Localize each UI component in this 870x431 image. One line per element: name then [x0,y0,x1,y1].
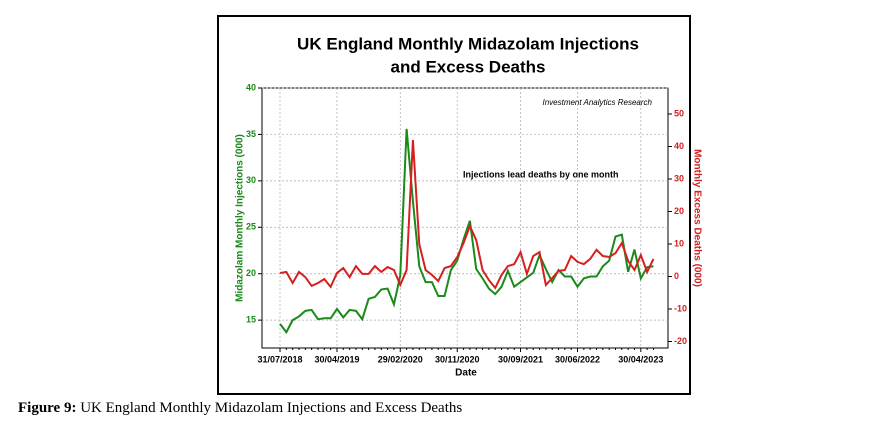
x-tick-label: 30/11/2020 [435,354,480,364]
y2-tick-label: 50 [674,108,684,118]
plot-area [261,87,669,349]
y-tick-label: 20 [246,268,256,278]
y-tick-label: 40 [246,82,256,92]
x-tick-label: 30/06/2022 [555,354,600,364]
y2-tick-label: 40 [674,141,684,151]
y2-tick-label: 30 [674,173,684,183]
y2-tick-label: 10 [674,238,684,248]
figure-caption: Figure 9: UK England Monthly Midazolam I… [18,400,462,417]
chart-title: UK England Monthly Midazolam Injections [297,34,639,53]
y-tick-label: 30 [246,175,256,185]
x-tick-label: 30/04/2023 [618,354,663,364]
caption-label: Figure 9: [18,400,77,416]
x-tick-label: 30/04/2019 [314,354,359,364]
y2-tick-label: 0 [674,271,679,281]
y2-tick-label: -10 [674,303,687,313]
x-tick-label: 30/09/2021 [498,354,543,364]
x-tick-label: 29/02/2020 [378,354,423,364]
series-line [279,128,654,335]
series-line [279,139,655,290]
y2-axis-label: Monthly Excess Deaths (000) [691,149,702,287]
chart: UK England Monthly Midazolam Injections … [217,15,702,395]
annotation: Injections lead deaths by one month [463,169,619,179]
y-tick-label: 15 [246,315,256,325]
y-axis-label: Midazolam Monthly Injections (000) [235,134,246,302]
chart-title: and Excess Deaths [391,57,546,76]
y2-tick-label: 20 [674,206,684,216]
y-tick-label: 25 [246,222,256,232]
source-note: Investment Analytics Research [542,98,652,107]
y2-tick-label: -20 [674,336,687,346]
x-axis-label: Date [455,368,477,379]
caption-text: UK England Monthly Midazolam Injections … [80,400,463,416]
y-tick-label: 35 [246,129,256,139]
x-tick-label: 31/07/2018 [257,354,302,364]
